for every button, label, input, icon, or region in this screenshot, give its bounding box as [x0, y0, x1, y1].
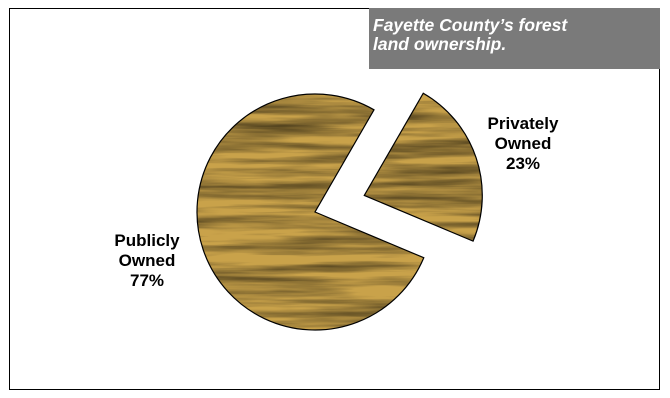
- publicly-owned-percent: 77%: [129, 271, 165, 290]
- pie-slice-publicly-owned: [196, 93, 425, 331]
- publicly-owned-label: Publicly Owned 77%: [92, 231, 202, 291]
- publicly-owned-label-line-2: Owned: [118, 251, 176, 270]
- publicly-owned-label-line-1: Publicly: [114, 231, 180, 250]
- chart-title-line-2: land ownership.: [373, 34, 507, 54]
- chart-title-box: Fayette County’s forest land ownership.: [369, 8, 660, 69]
- privately-owned-percent: 23%: [505, 154, 541, 173]
- privately-owned-label-line-1: Privately: [487, 114, 559, 133]
- pie-slice-privately-owned: [363, 92, 483, 242]
- chart-title-line-1: Fayette County’s forest: [373, 15, 568, 35]
- privately-owned-label: Privately Owned 23%: [468, 114, 578, 174]
- privately-owned-label-line-2: Owned: [494, 134, 552, 153]
